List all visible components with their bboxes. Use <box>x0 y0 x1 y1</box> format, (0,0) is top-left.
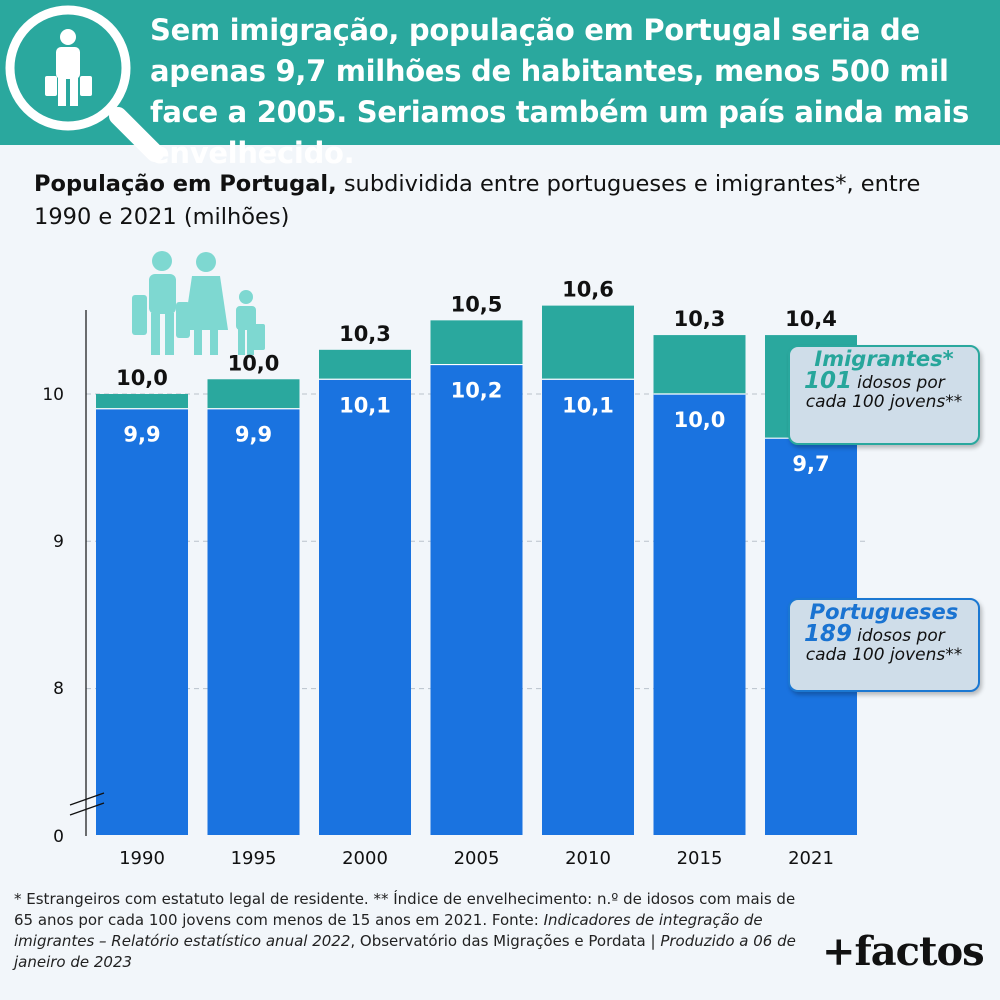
bar-value-label: 9,7 <box>792 452 829 476</box>
bar-portuguese <box>542 379 634 835</box>
immigrants-legend-box: Imigrantes* 101 idosos por cada 100 jove… <box>788 345 980 445</box>
x-tick-label: 2015 <box>677 848 723 869</box>
bar-value-label: 10,2 <box>451 379 503 403</box>
bar-value-label: 10,1 <box>562 393 614 417</box>
bar-value-label: 9,9 <box>235 423 272 447</box>
y-tick-label: 8 <box>53 679 64 699</box>
immigrants-aging-index: 101 <box>804 368 853 394</box>
bar-portuguese <box>319 379 411 835</box>
headline: Sem imigração, população em Portugal ser… <box>150 13 969 170</box>
immigrants-legend-title: Imigrantes* <box>814 347 954 371</box>
footnote: * Estrangeiros com estatuto legal de res… <box>14 889 814 973</box>
footnote-date: Produzido a 06 de janeiro de 2023 <box>14 932 796 971</box>
subtitle-bold: População em Portugal, <box>34 171 337 197</box>
bar-immigrants <box>542 305 634 380</box>
family-with-luggage-icon <box>132 251 265 355</box>
footnote-text: * Estrangeiros com estatuto legal de res… <box>14 890 796 929</box>
axis-break-mark <box>69 792 105 806</box>
axis-break-mark <box>69 802 105 816</box>
brand-logo: +factos <box>822 928 985 975</box>
portuguese-aging-index: 189 <box>804 621 853 647</box>
bar-total-label: 10,6 <box>562 278 614 302</box>
portuguese-legend-title: Portugueses <box>809 600 959 624</box>
bar-immigrants <box>96 394 188 409</box>
x-tick-label: 1995 <box>231 848 277 869</box>
immigrants-legend-text: cada 100 jovens** <box>805 392 963 412</box>
y-tick-label: 9 <box>53 532 64 552</box>
x-tick-label: 2005 <box>454 848 500 869</box>
y-tick-label: 0 <box>53 827 64 847</box>
bar-total-label: 10,5 <box>451 292 503 316</box>
x-tick-label: 2021 <box>788 848 834 869</box>
footnote-source: , Observatório das Migrações e Pordata | <box>350 932 661 950</box>
bar-total-label: 10,3 <box>674 307 726 331</box>
bar-total-label: 10,3 <box>339 322 391 346</box>
x-tick-label: 1990 <box>119 848 165 869</box>
bar-total-label: 10,4 <box>785 307 837 331</box>
x-tick-label: 2010 <box>565 848 611 869</box>
portuguese-legend-box: Portugueses 189 idosos por cada 100 jove… <box>788 598 980 692</box>
bar-immigrants <box>430 320 523 365</box>
bar-portuguese <box>96 408 188 835</box>
subtitle-rest: subdividida entre portugueses e imigrant… <box>34 171 921 230</box>
bar-value-label: 9,9 <box>123 423 160 447</box>
bar-portuguese <box>430 364 523 835</box>
magnifier-icon <box>5 5 164 162</box>
bar-portuguese <box>207 408 300 835</box>
bar-value-label: 10,1 <box>339 393 391 417</box>
x-tick-label: 2000 <box>342 848 388 869</box>
bar-immigrants <box>319 349 411 380</box>
chart-subtitle: População em Portugal, subdividida entre… <box>34 168 974 234</box>
bar-total-label: 10,0 <box>116 366 168 390</box>
bar-total-label: 10,0 <box>228 351 280 375</box>
bar-immigrants <box>653 335 746 394</box>
portuguese-legend-text: idosos por <box>857 626 945 646</box>
bar-portuguese <box>653 394 746 835</box>
bar-immigrants <box>207 379 300 409</box>
y-tick-label: 10 <box>42 385 64 405</box>
immigrants-legend-text: idosos por <box>857 373 945 393</box>
footnote-source-title: Indicadores de integração de imigrantes … <box>14 911 763 950</box>
person-with-luggage-icon <box>45 29 92 106</box>
header-banner <box>0 0 1000 145</box>
bar-value-label: 10,0 <box>674 408 726 432</box>
portuguese-legend-text: cada 100 jovens** <box>805 645 963 665</box>
